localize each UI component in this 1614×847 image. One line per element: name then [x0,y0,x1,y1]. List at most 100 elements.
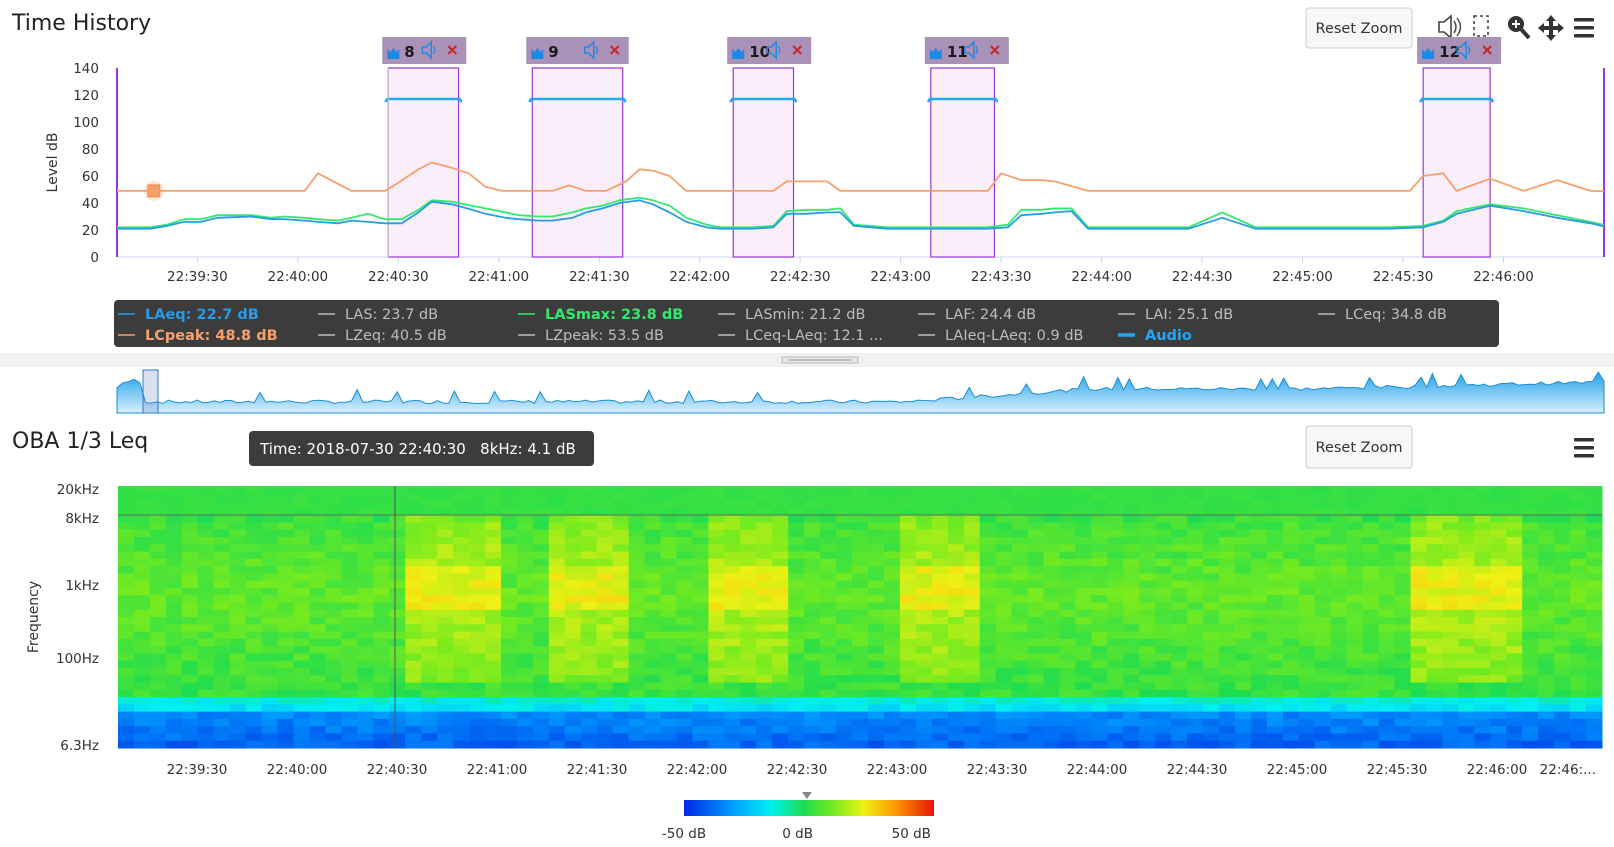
heatmap-cell [1410,624,1427,633]
heatmap-cell [836,580,853,589]
legend-item[interactable]: LCeq: 34.8 dB [1318,307,1447,323]
speaker-icon[interactable] [766,40,777,60]
heatmap-cell [1346,529,1364,538]
legend-item[interactable]: LASmax: 23.8 dB [518,307,683,323]
heatmap-cell [118,529,135,538]
audio-speaker-icon[interactable] [1438,14,1462,40]
audio-band[interactable] [1422,67,1491,258]
heatmap-cell [915,558,933,567]
select-icon[interactable] [1473,15,1489,37]
heatmap-cell [772,697,789,705]
legend-item[interactable]: LAS: 23.7 dB [318,307,438,323]
heatmap-cell [1490,536,1507,545]
heatmap-cell [1155,711,1172,720]
audio-band[interactable] [531,67,624,258]
heatmap-cell [1426,660,1443,669]
close-icon[interactable] [1482,45,1492,55]
heatmap-cell [1107,609,1124,618]
close-icon[interactable] [792,45,802,55]
heatmap-cell [165,718,183,727]
heatmap-cell [660,507,677,516]
heatmap-cell [1442,486,1459,494]
legend-item[interactable]: LZeq: 40.5 dB [318,328,447,344]
oba-reset-zoom-button[interactable]: Reset Zoom [1305,425,1413,469]
series-line-lasmax[interactable] [117,196,1605,229]
series-line-laeq[interactable] [117,199,1605,230]
play-icon[interactable] [387,48,400,59]
legend-item[interactable]: LAF: 24.4 dB [918,307,1036,323]
heatmap-cell [277,486,295,494]
heatmap-cell [852,660,869,669]
heatmap-cell [1250,624,1268,633]
legend-item[interactable]: LCeq-LAeq: 12.1 ... [718,328,883,344]
legend-item[interactable]: LCpeak: 48.8 dB [118,328,278,344]
pan-icon[interactable] [1538,15,1564,41]
play-icon[interactable] [531,48,544,59]
menu-icon[interactable] [1574,18,1594,38]
heatmap-cell [1298,558,1316,567]
heatmap-cell [245,573,263,582]
oba-heatmap[interactable]: 20kHz8kHz1kHz100Hz6.3HzFrequency22:39:30… [26,482,1603,778]
play-icon[interactable] [929,48,942,59]
heatmap-cell [596,529,614,538]
heatmap-cell [421,544,438,552]
heatmap-cell [1155,529,1172,538]
heatmap-cell [389,704,406,713]
heatmap-cell [373,544,390,552]
heatmap-cell [852,667,869,676]
heatmap-cell [548,617,566,625]
speaker-icon[interactable] [1456,40,1467,60]
navigator-overview[interactable] [116,369,1605,414]
heatmap-cell [357,587,374,596]
heatmap-cell [1490,667,1507,676]
heatmap-cell [644,667,662,676]
heatmap-cell [867,711,885,720]
heatmap-cell [1155,631,1172,640]
close-icon[interactable] [610,45,620,55]
heatmap-cell [1139,566,1156,574]
speaker-icon[interactable] [584,40,595,60]
legend-item[interactable]: LAIeq-LAeq: 0.9 dB [918,328,1083,344]
audio-band[interactable] [387,67,460,258]
legend-item[interactable]: LAI: 25.1 dB [1118,307,1233,323]
heatmap-cell [1314,573,1332,582]
heatmap-cell [836,493,853,502]
heatmap-cell [516,536,534,545]
heatmap-cell [1394,544,1412,552]
heatmap-cell [660,726,677,734]
speaker-icon[interactable] [421,40,432,60]
legend-item[interactable]: Audio [1118,328,1192,344]
heatmap-cell [883,609,901,618]
divider-handle[interactable] [781,356,859,364]
heatmap-cell [1362,558,1380,567]
oba-title: OBA 1/3 Leq [12,429,148,454]
heatmap-cell [867,733,885,742]
heatmap-cell [612,609,630,618]
heatmap-cell [500,500,518,509]
heatmap-cell [772,558,789,567]
heatmap-cell [596,566,614,574]
play-icon[interactable] [1422,48,1435,59]
time-history-reset-zoom-button[interactable]: Reset Zoom [1305,7,1413,49]
heatmap-cell [437,544,454,552]
navigator-selection[interactable] [142,369,159,414]
zoom-icon[interactable] [1508,16,1531,40]
heatmap-cell [373,500,390,509]
legend-item[interactable]: LZpeak: 53.5 dB [518,328,664,344]
speaker-icon[interactable] [964,40,975,60]
play-icon[interactable] [732,48,745,59]
legend-item[interactable]: LAeq: 22.7 dB [118,307,259,323]
series-line-lcpeak[interactable] [117,161,1605,192]
legend-item-label: LZpeak: 53.5 dB [545,328,664,344]
legend-item-label: Audio [1145,328,1192,344]
menu-icon[interactable] [1574,438,1594,458]
heatmap-cell [1203,507,1220,516]
close-icon[interactable] [990,45,1000,55]
heatmap-cell [133,580,151,589]
heatmap-cell [1123,733,1140,742]
close-icon[interactable] [447,45,457,55]
legend-item[interactable]: LASmin: 21.2 dB [718,307,865,323]
heatmap-cell [1490,704,1507,713]
heatmap-cell [1107,624,1124,633]
